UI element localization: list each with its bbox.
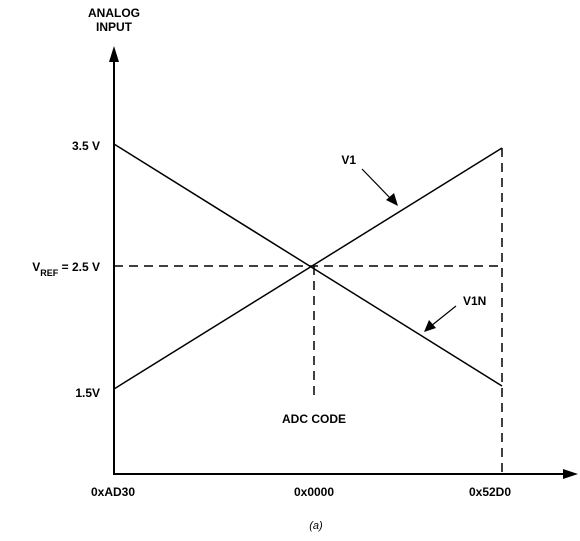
x-axis-arrowhead	[563, 469, 578, 479]
y-axis-title-line1: ANALOG	[88, 6, 140, 20]
y-axis-title-line2: INPUT	[96, 20, 133, 34]
v1n-pointer-arrow	[430, 305, 457, 327]
v1-pointer-arrowhead	[386, 193, 398, 206]
y-tick-bottom: 1.5V	[75, 386, 100, 400]
y-axis-arrowhead	[109, 46, 119, 62]
v1-pointer-arrow	[361, 168, 393, 201]
y-tick-top: 3.5 V	[72, 139, 100, 153]
x-tick-left: 0xAD30	[91, 485, 135, 499]
vref-subscript: REF	[40, 268, 59, 278]
v1-label: V1	[341, 153, 356, 167]
vref-suffix: = 2.5 V	[58, 260, 100, 274]
v1-line	[113, 147, 503, 390]
adc-code-label: ADC CODE	[282, 412, 346, 426]
x-tick-mid: 0x0000	[294, 485, 334, 499]
x-tick-right: 0x52D0	[469, 485, 511, 499]
v1n-label: V1N	[463, 294, 486, 308]
y-tick-vref: VREF = 2.5 V	[32, 260, 100, 278]
vref-prefix: V	[32, 260, 40, 274]
figure-caption: (a)	[309, 520, 323, 532]
v1n-line	[113, 143, 503, 387]
v1n-pointer-arrowhead	[424, 320, 436, 332]
